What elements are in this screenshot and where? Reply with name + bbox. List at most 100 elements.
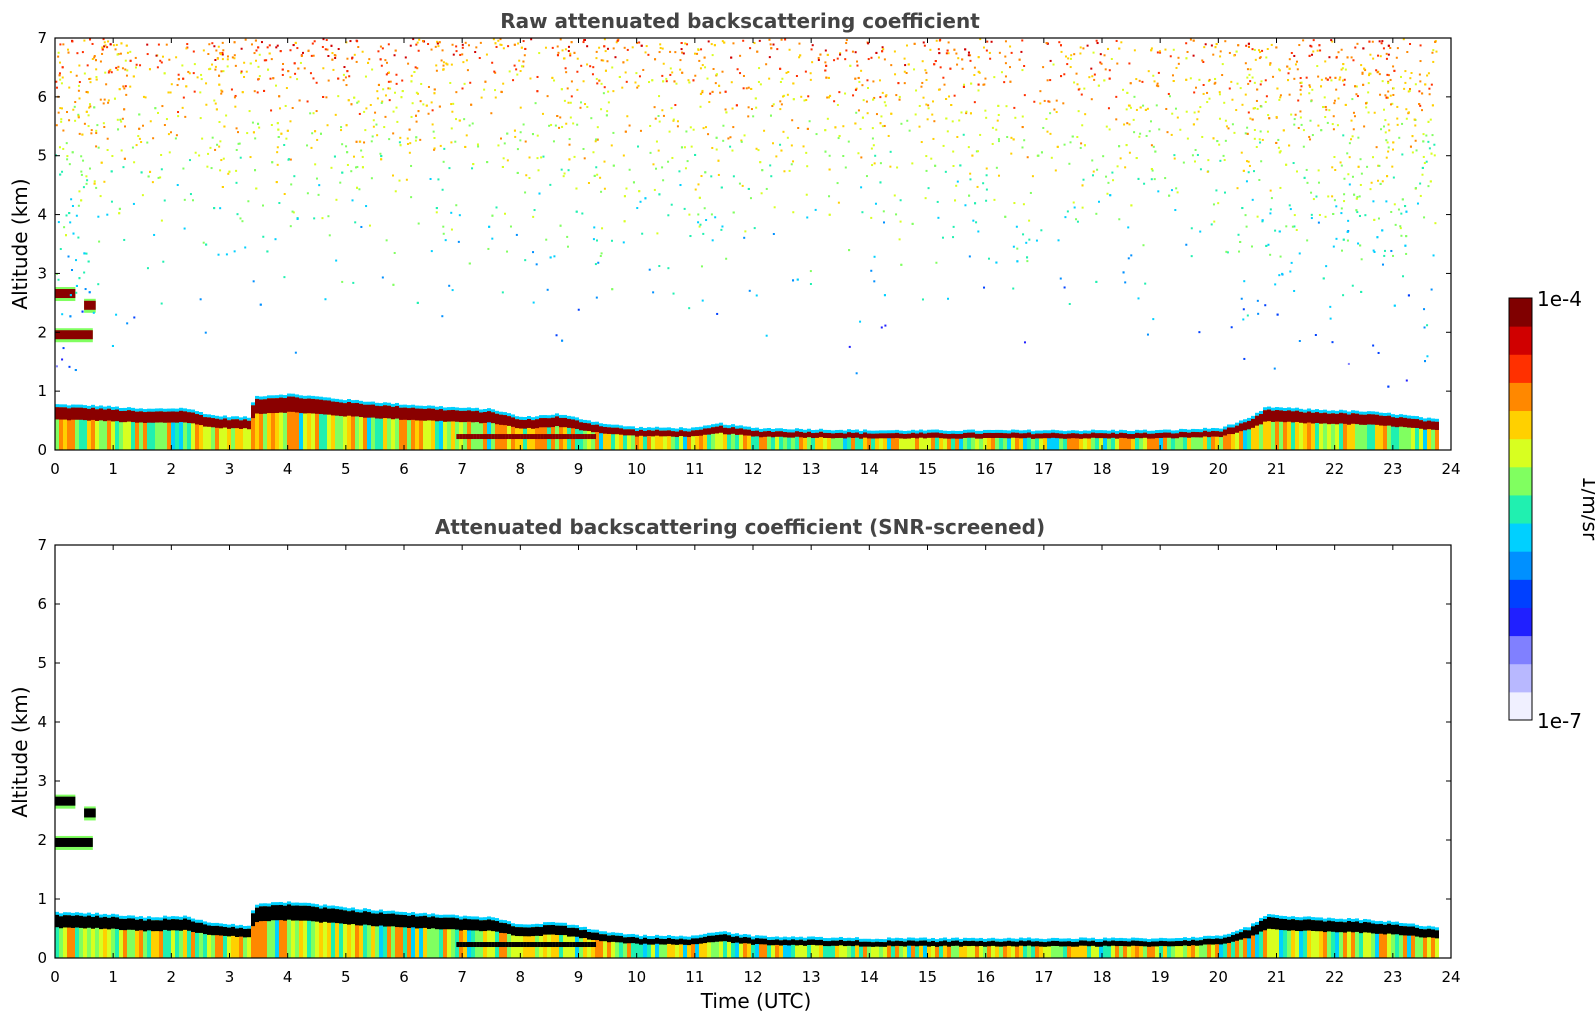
boundary-layer-column [79,406,83,450]
noise-pixel [103,45,106,48]
noise-pixel [779,100,782,103]
boundary-layer-column [327,399,331,450]
noise-pixel [211,136,214,139]
noise-pixel [77,89,80,92]
noise-pixel [1259,83,1262,86]
noise-pixel [78,132,81,135]
layer-top-signal [399,914,403,928]
noise-pixel [1359,158,1362,161]
noise-pixel [507,45,510,48]
noise-pixel [652,291,655,294]
x-tick-label: 10 [627,460,646,478]
boundary-layer-column [663,937,667,958]
layer-top-signal [1339,412,1343,424]
boundary-layer-column [331,907,335,958]
boundary-layer-column [111,915,115,958]
noise-pixel [908,129,911,132]
boundary-layer-column [63,914,67,958]
noise-pixel [568,138,571,141]
noise-pixel [57,111,60,114]
noise-pixel [278,95,281,98]
noise-pixel [1249,117,1252,120]
layer-edge [99,914,103,918]
boundary-layer-column [955,939,959,958]
layer-edge [87,912,91,916]
noise-pixel [471,122,474,125]
layer-top-signal [1379,415,1383,426]
noise-pixel [715,148,718,151]
layer-top-signal [843,941,847,947]
boundary-layer-column [559,416,563,450]
boundary-layer-column [543,924,547,958]
noise-pixel [1046,130,1049,133]
layer-edge [475,407,479,411]
noise-pixel [1246,126,1249,129]
noise-pixel [754,97,757,100]
boundary-layer-column [59,406,63,450]
layer-edge [975,430,979,434]
noise-pixel [1241,207,1244,210]
boundary-layer-column [99,916,103,958]
layer-edge [1315,409,1319,413]
boundary-layer-column [355,911,359,958]
noise-pixel [1392,87,1395,90]
layer-edge [543,415,547,419]
noise-pixel [1090,67,1093,70]
boundary-layer-column [823,431,827,450]
noise-pixel [1253,129,1256,132]
noise-pixel [884,104,887,107]
noise-pixel [656,232,659,235]
layer-edge [303,902,307,906]
noise-pixel [649,124,652,127]
boundary-layer-column [1039,432,1043,450]
noise-pixel [416,301,419,304]
layer-top-signal [223,926,227,936]
noise-pixel [1300,85,1303,88]
layer-edge [1027,429,1031,433]
noise-pixel [1079,52,1082,55]
boundary-layer-column [663,429,667,450]
layer-top-signal [127,410,131,422]
noise-pixel [1171,112,1174,115]
noise-pixel [293,175,296,178]
boundary-layer-column [551,923,555,958]
layer-edge [431,913,435,917]
boundary-layer-column [791,938,795,958]
layer-edge [1119,429,1123,433]
noise-pixel [1340,68,1343,71]
layer-edge [631,426,635,430]
layer-top-signal [1023,941,1027,947]
layer-edge [1227,424,1231,428]
noise-pixel [1424,360,1427,363]
noise-pixel [1387,123,1390,126]
noise-pixel [795,75,798,78]
secondary-layer-segment [558,434,562,440]
noise-pixel [1142,244,1145,247]
noise-pixel [806,216,809,219]
layer-edge [127,407,131,411]
noise-pixel [1154,150,1157,153]
noise-pixel [1409,145,1412,148]
noise-pixel [790,144,793,147]
noise-pixel [905,44,908,47]
noise-pixel [1048,100,1051,103]
noise-pixel [1335,237,1338,240]
noise-pixel [337,77,340,80]
noise-pixel [88,77,91,80]
noise-pixel [667,267,670,270]
layer-edge [1123,938,1127,942]
boundary-layer-column [539,417,543,450]
boundary-layer-column [447,916,451,958]
layer-edge [567,924,571,928]
layer-top-signal [563,925,567,936]
layer-top-signal [975,941,979,947]
noise-pixel [1298,340,1301,343]
layer-edge [1107,938,1111,942]
noise-pixel [522,40,525,43]
layer-edge [147,916,151,920]
layer-top-signal [423,408,427,421]
noise-pixel [1130,204,1133,207]
boundary-layer-column [595,931,599,958]
noise-pixel [1423,216,1426,219]
layer-top-signal [83,916,87,929]
